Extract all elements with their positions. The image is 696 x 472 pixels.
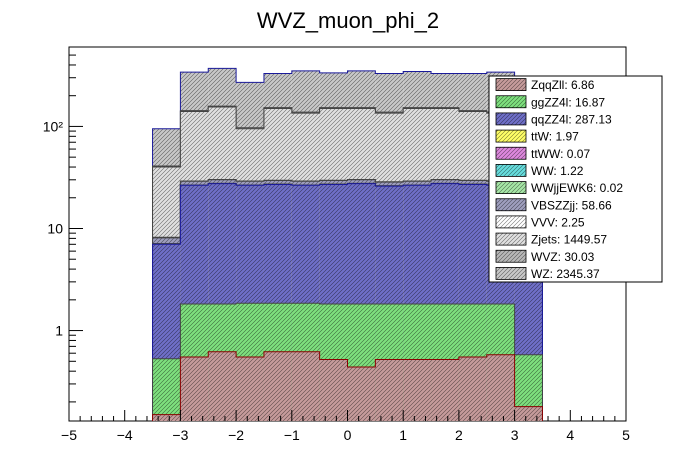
legend-swatch-hatch (496, 78, 526, 91)
legend-swatch-hatch (496, 147, 526, 160)
bar-hatch (514, 406, 543, 421)
bar-outline (152, 67, 543, 421)
legend-box (488, 75, 663, 283)
bar-hatch (208, 351, 237, 421)
legend: ZqqZll: 6.86 ggZZ4l: 16.87 qqZZ4l: 287.13 t… (488, 75, 663, 283)
legend-swatch-hatch (496, 267, 526, 280)
legend-swatch-hatch (496, 130, 526, 143)
bar-hatch (403, 359, 432, 421)
y-tick-label: 10² (43, 118, 64, 134)
plot-area: −5 −4 −3 −2 −1 0 1 2 3 4 5 1 10 10² (43, 46, 630, 443)
legend-label: ttW: 1.97 (531, 130, 579, 144)
bar-hatch (291, 351, 320, 421)
x-tick-label: 3 (511, 427, 519, 443)
legend-swatch-hatch (496, 181, 526, 194)
x-tick-label: −3 (172, 427, 188, 443)
x-tick-label: 4 (566, 427, 574, 443)
bar-hatch (152, 414, 181, 421)
bar-hatch (236, 357, 264, 421)
legend-label: qqZZ4l: 287.13 (531, 112, 612, 126)
bar-outline (152, 179, 543, 421)
legend-label: WW: 1.22 (531, 164, 584, 178)
bar-outline (152, 106, 543, 421)
x-tick-label: −2 (228, 427, 244, 443)
x-tick-label: −4 (117, 427, 133, 443)
x-tick-label: 5 (622, 427, 630, 443)
legend-swatch-hatch (496, 112, 526, 125)
bar-hatch (319, 359, 348, 421)
y-tick-label: 1 (55, 323, 63, 339)
legend-label: VVV: 2.25 (531, 215, 585, 229)
x-tick-label: 2 (455, 427, 463, 443)
legend-label: WZ: 2345.37 (531, 267, 600, 281)
bar-hatch (347, 366, 376, 421)
y-tick-label: 10 (47, 220, 63, 236)
bar-hatch (375, 359, 404, 421)
x-tick-label: 0 (344, 427, 352, 443)
legend-label: WVZ: 30.03 (531, 250, 595, 264)
legend-swatch-hatch (496, 233, 526, 246)
legend-label: ttWW: 0.07 (531, 147, 590, 161)
legend-label: Zjets: 1449.57 (531, 233, 607, 247)
legend-swatch-hatch (496, 198, 526, 211)
bar-outline (152, 302, 543, 421)
legend-swatch-hatch (496, 164, 526, 177)
legend-swatch-hatch (496, 250, 526, 263)
legend-label: VBSZZjj: 58.66 (531, 198, 612, 212)
bar-hatch (263, 351, 292, 421)
x-tick-label: 1 (399, 427, 407, 443)
bar-outline (152, 351, 543, 421)
legend-swatch-hatch (496, 215, 526, 228)
bar-hatch (152, 358, 181, 421)
chart-title: WVZ_muon_phi_2 (257, 8, 439, 33)
legend-label: WWjjEWK6: 0.02 (531, 181, 623, 195)
bar-hatch (458, 357, 487, 421)
bar-hatch (431, 359, 459, 421)
bar-hatch (180, 357, 209, 421)
series-0 (152, 351, 543, 421)
x-tick-label: −1 (284, 427, 300, 443)
legend-swatch-hatch (496, 95, 526, 108)
bar-outline (152, 183, 543, 421)
legend-label: ZqqZll: 6.86 (531, 78, 595, 92)
legend-label: ggZZ4l: 16.87 (531, 95, 605, 109)
bar-hatch (486, 354, 515, 421)
x-tick-label: −5 (61, 427, 77, 443)
